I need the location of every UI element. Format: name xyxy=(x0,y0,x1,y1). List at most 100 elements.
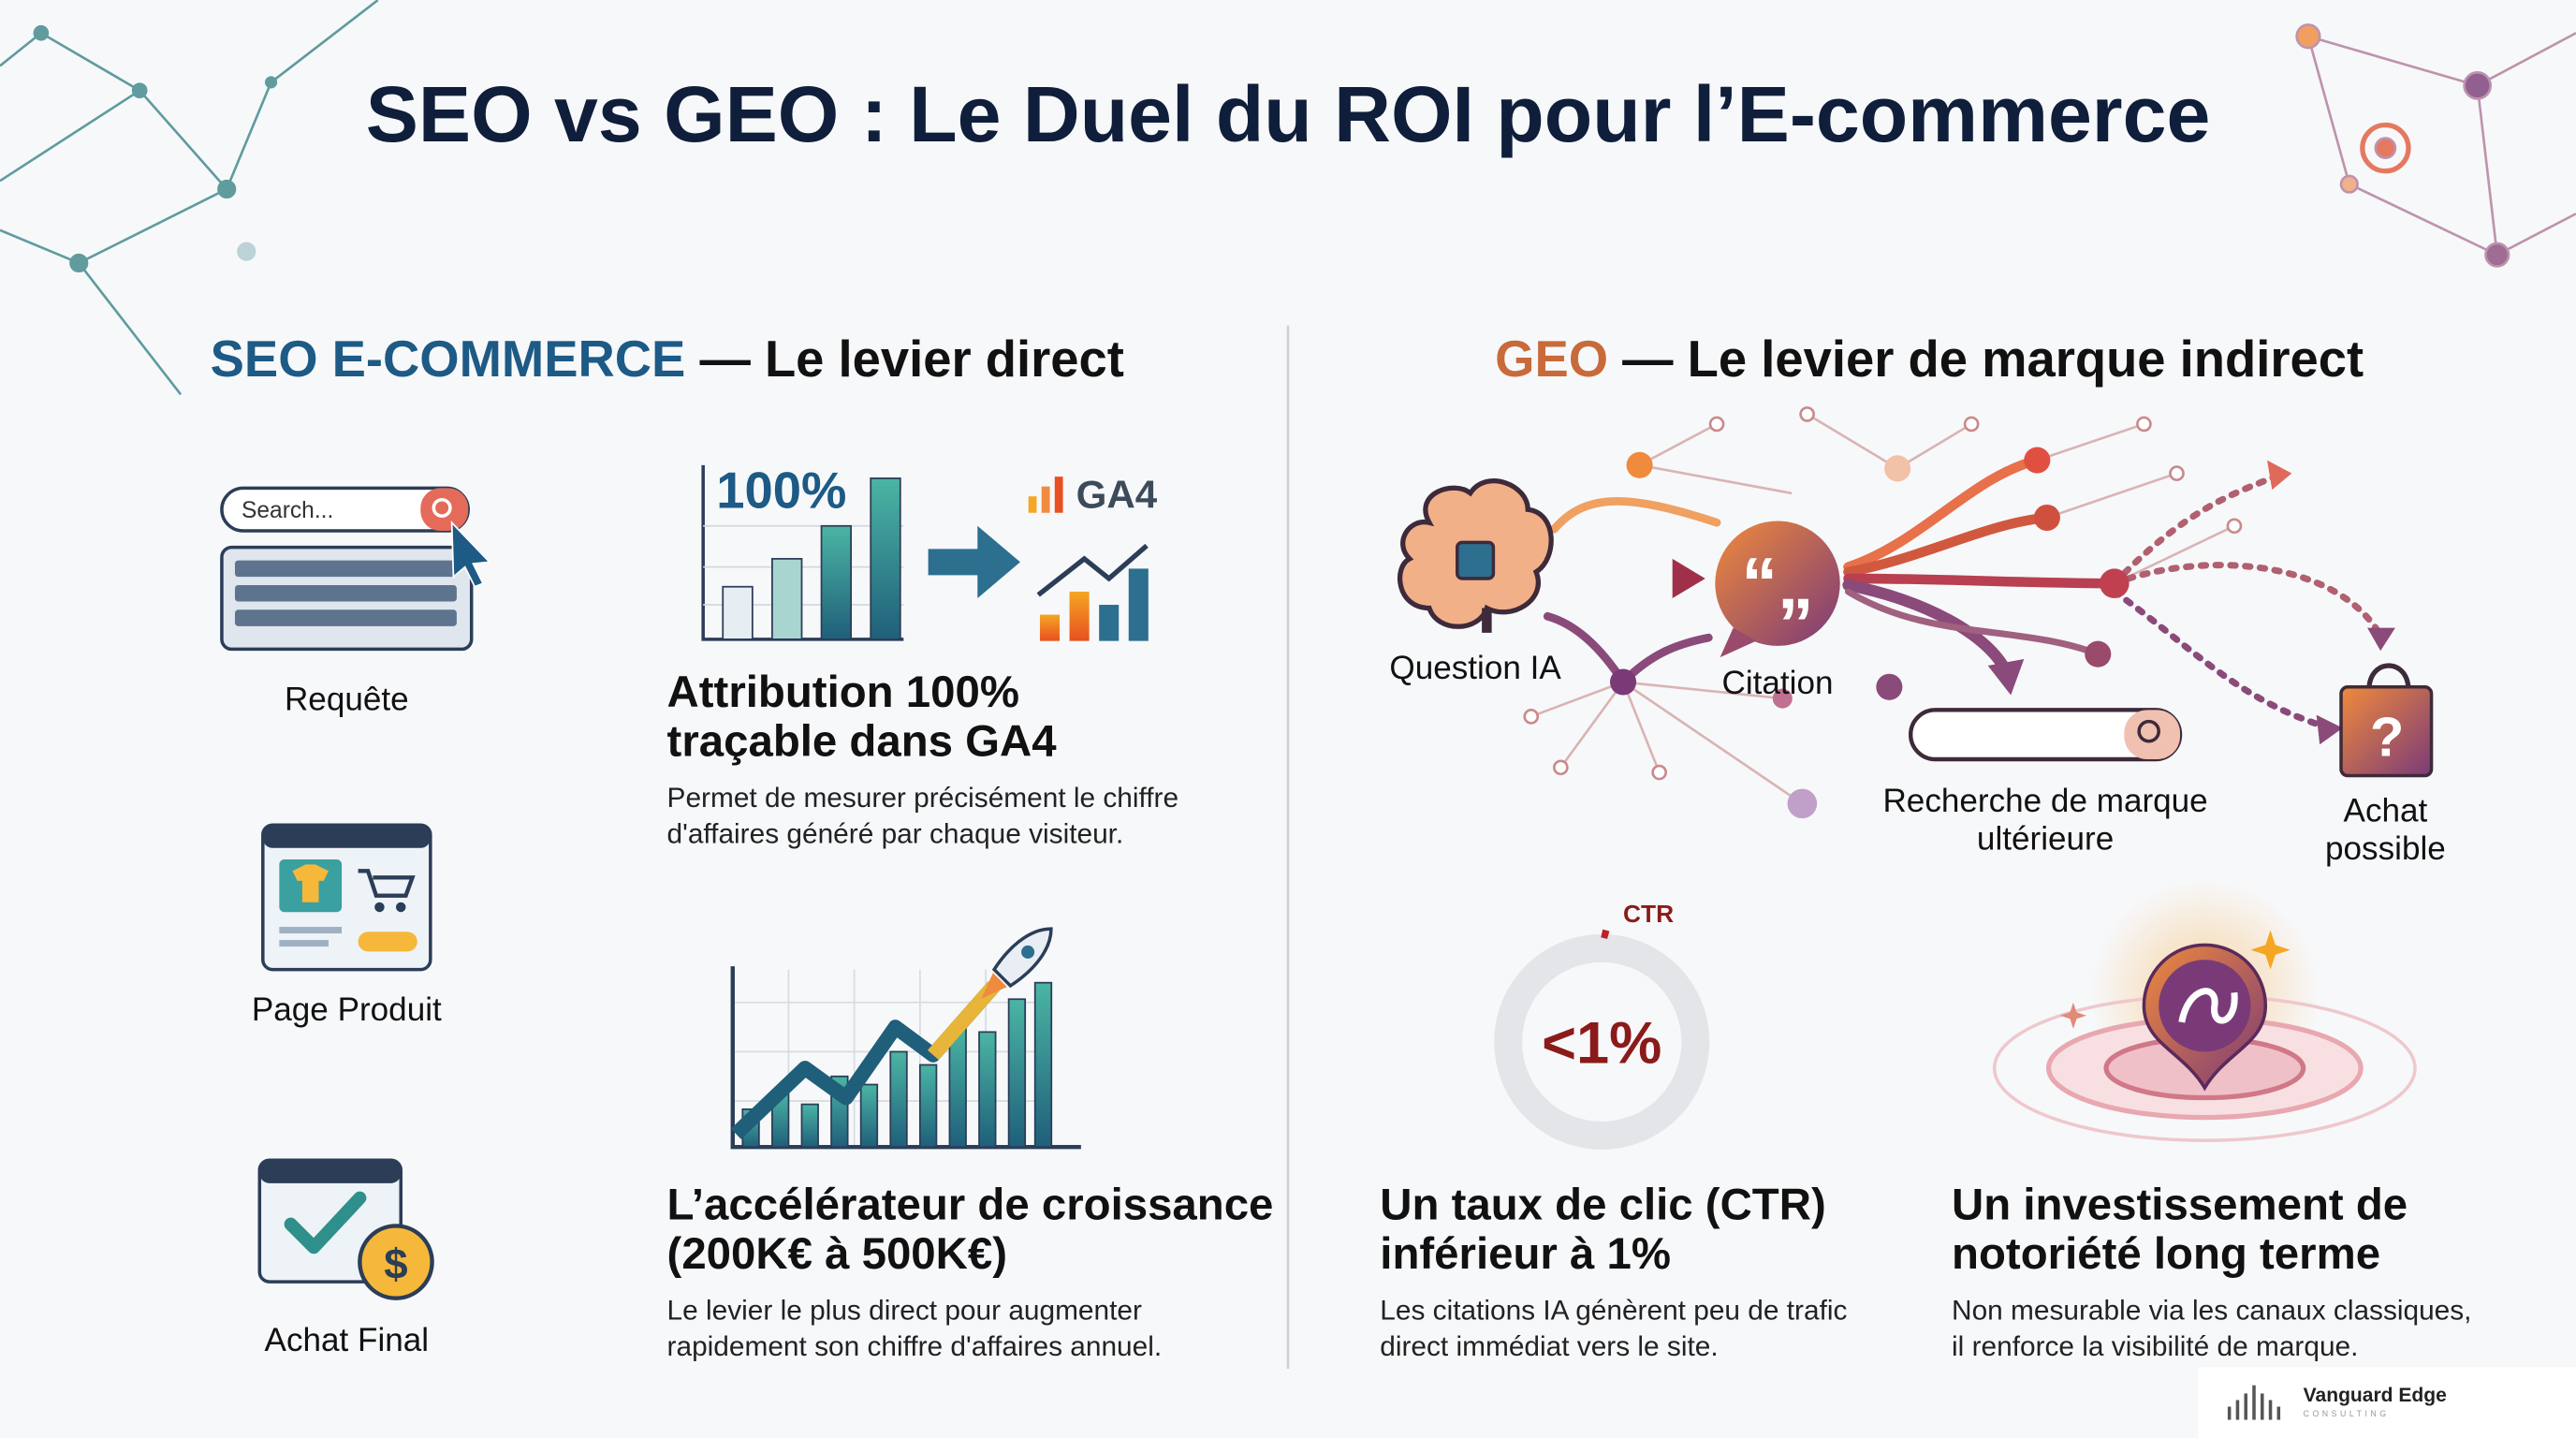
decor-circle xyxy=(69,253,89,273)
decor-line xyxy=(225,81,272,190)
card-text: il renforce la visibilité de marque. xyxy=(1952,1331,2358,1362)
decor-line xyxy=(2307,35,2479,87)
decor-circle xyxy=(432,497,452,518)
decor-rect xyxy=(1033,981,1053,1149)
decor-circle xyxy=(2463,71,2493,100)
decor-circle xyxy=(2374,137,2397,159)
ga4-label: GA4 xyxy=(1076,472,1158,516)
decor-circle xyxy=(1772,688,1793,709)
decor-circle xyxy=(1884,455,1911,482)
decor-text: ? xyxy=(2370,705,2404,768)
decor-rect xyxy=(2227,1406,2232,1420)
decor-rect xyxy=(1069,591,1090,641)
decor-line xyxy=(270,0,379,83)
decor-rect xyxy=(889,1050,908,1149)
decor-rect xyxy=(1028,496,1037,513)
decor-circle xyxy=(2024,447,2051,474)
decor-circle xyxy=(2226,518,2243,535)
brand-tagline: CONSULTING xyxy=(2304,1409,2390,1418)
decor-path xyxy=(928,525,1020,598)
card-text: d'affaires généré par chaque visiteur. xyxy=(667,819,1124,850)
decor-path xyxy=(1549,497,1721,534)
card-title: Un taux de clic (CTR) xyxy=(1380,1180,1825,1229)
decor-path xyxy=(1842,579,2013,680)
card-text: rapidement son chiffre d'affaires annuel… xyxy=(667,1331,1163,1362)
node-label: Recherche de marque xyxy=(1882,783,2207,819)
decor-path xyxy=(284,1191,367,1255)
decor-path xyxy=(1987,658,2025,696)
card-title: notoriété long terme xyxy=(1952,1229,2380,1279)
decor-circle xyxy=(374,902,385,913)
decor-line xyxy=(2496,213,2576,257)
card-title: (200K€ à 500K€) xyxy=(667,1229,1007,1279)
decor-path xyxy=(1672,558,1705,598)
decor-rect xyxy=(1039,614,1061,641)
decor-path xyxy=(2111,588,2328,730)
seo-heading: SEO E-COMMERCE — Le levier direct xyxy=(211,330,1124,388)
decor-circle xyxy=(358,1224,434,1300)
decor-circle xyxy=(1021,945,1035,959)
ctr-value: <1% xyxy=(1542,1011,1661,1077)
card-text: Permet de mesurer précisément le chiffre xyxy=(667,783,1179,814)
geo-label: GEO xyxy=(1495,330,1608,388)
seo-card: Attribution 100% traçable dans GA4 Perme… xyxy=(667,668,1179,850)
decor-circle xyxy=(2137,719,2160,743)
step-label: Requête xyxy=(285,681,409,717)
step-label: Achat Final xyxy=(265,1322,430,1358)
decor-circle xyxy=(2085,640,2112,668)
decor-rect xyxy=(279,927,343,934)
brain-icon xyxy=(1397,478,1554,633)
decor-rect xyxy=(2261,1393,2264,1420)
brand-name: Vanguard Edge xyxy=(2304,1385,2447,1406)
decor-text: “„ xyxy=(1741,544,1813,624)
decor-rect xyxy=(820,524,853,640)
decor-path xyxy=(2178,988,2238,1024)
decor-rect xyxy=(420,488,469,532)
decor-circle xyxy=(1651,764,1667,781)
decor-path xyxy=(1844,588,2101,658)
chart-label: 100% xyxy=(716,462,846,519)
decor-path xyxy=(2111,562,2382,637)
decor-path xyxy=(292,864,329,902)
step-label: Page Produit xyxy=(252,991,442,1028)
geo-network xyxy=(1523,406,2395,819)
decor-line xyxy=(40,32,140,92)
seo-subheading: — Le levier direct xyxy=(685,330,1124,388)
purchase-icon: $ xyxy=(257,1158,434,1300)
decor-polyline xyxy=(927,980,1000,1061)
decor-line xyxy=(2045,472,2178,520)
decor-circle xyxy=(2136,416,2152,433)
card-title: L’accélérateur de croissance xyxy=(667,1180,1274,1229)
geo-card: Un investissement de notoriété long term… xyxy=(1952,1180,2471,1362)
decor-circle xyxy=(1494,933,1710,1150)
attribution-chart: 100% GA4 xyxy=(701,462,1158,641)
decor-rect xyxy=(1128,568,1149,641)
card-text: Non mesurable via les canaux classiques, xyxy=(1952,1295,2471,1326)
decor-rect xyxy=(800,1103,819,1149)
node-label: Citation xyxy=(1722,665,1834,701)
decor-circle xyxy=(1708,416,1725,433)
decor-rect xyxy=(1054,477,1063,513)
decor-circle xyxy=(1626,451,1653,478)
decor-rect xyxy=(859,1083,879,1149)
decor-line xyxy=(2477,32,2576,87)
decor-circle xyxy=(237,242,256,261)
decor-path xyxy=(991,927,1053,989)
decor-rect xyxy=(234,584,457,602)
decor-line xyxy=(78,187,227,265)
decor-g xyxy=(2227,1385,2281,1420)
decor-rect xyxy=(948,1026,967,1149)
decor-rect xyxy=(918,1064,938,1149)
decor-circle xyxy=(131,82,148,99)
decor-circle xyxy=(2360,122,2411,174)
seo-label: SEO E-COMMERCE xyxy=(211,330,686,388)
decor-circle xyxy=(217,179,237,199)
seo-card: L’accélérateur de croissance (200K€ à 50… xyxy=(667,1180,1274,1362)
decor-rect xyxy=(234,560,457,578)
decor-path xyxy=(1843,455,2042,572)
decor-line xyxy=(1621,681,1661,774)
decor-line xyxy=(2349,183,2498,257)
decor-rect xyxy=(2235,1400,2240,1420)
decor-line xyxy=(2476,85,2499,256)
decor-line xyxy=(1559,681,1625,770)
